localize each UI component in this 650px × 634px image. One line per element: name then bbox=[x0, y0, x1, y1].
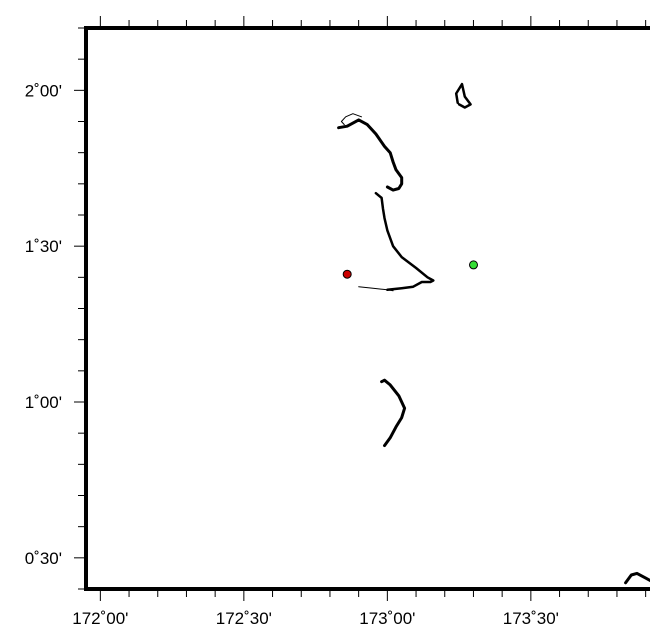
atoll-central bbox=[374, 191, 435, 292]
latitude-label: 2˚00' bbox=[25, 81, 62, 100]
marker-layer bbox=[342, 260, 478, 279]
longitude-label: 172˚00' bbox=[72, 609, 128, 628]
latitude-label: 1˚30' bbox=[25, 237, 62, 256]
atoll-northeast bbox=[454, 82, 472, 109]
atoll-north bbox=[337, 118, 404, 192]
latitude-label: 1˚00' bbox=[25, 393, 62, 412]
red-station-marker bbox=[342, 269, 352, 279]
longitude-label: 172˚30' bbox=[216, 609, 272, 628]
island-layer bbox=[337, 82, 650, 585]
atoll-south bbox=[380, 378, 407, 448]
longitude-label: 173˚30' bbox=[503, 609, 559, 628]
coordinate-labels: 2˚00' 1˚30' 1˚00' 0˚30' 172˚00' 172˚30' 173˚00… bbox=[25, 81, 559, 628]
atoll-central-south bbox=[358, 286, 394, 292]
longitude-label: 173˚00' bbox=[359, 609, 415, 628]
map-frame bbox=[84, 26, 650, 591]
atoll-southeast-corner bbox=[624, 571, 650, 585]
latitude-label: 0˚30' bbox=[25, 549, 62, 568]
atoll-north-tip bbox=[340, 113, 362, 126]
green-station-marker bbox=[469, 260, 478, 270]
